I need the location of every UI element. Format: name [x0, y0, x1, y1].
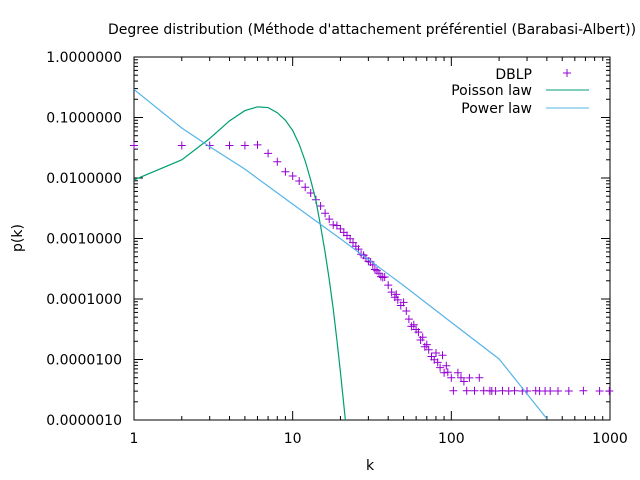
data-point-dblp	[453, 368, 462, 377]
legend-marker-dblp	[563, 69, 571, 77]
data-point-dblp	[436, 363, 445, 372]
y-tick-label: 0.0001000	[46, 292, 122, 308]
x-tick-label: 10	[284, 431, 302, 447]
data-point-dblp	[130, 141, 138, 150]
data-point-dblp	[475, 373, 484, 382]
data-point-dblp	[418, 333, 427, 342]
plot-area-border	[133, 56, 611, 421]
data-point-dblp	[384, 281, 393, 290]
data-point-dblp	[253, 140, 262, 149]
data-point-dblp	[288, 172, 297, 180]
data-point-dblp	[443, 368, 452, 377]
y-tick-label: 0.0100000	[46, 171, 122, 187]
data-point-dblp	[177, 141, 186, 150]
data-point-dblp	[546, 387, 555, 395]
data-point-dblp	[510, 386, 519, 395]
data-point-dblp	[579, 386, 588, 395]
data-point-dblp	[325, 215, 334, 224]
data-point-dblp	[306, 189, 315, 197]
x-tick-label: 1000	[592, 431, 628, 447]
y-tick-label: 1.0000000	[46, 50, 122, 66]
data-point-dblp	[432, 349, 440, 357]
data-point-dblp	[264, 149, 273, 158]
y-tick-label: 0.0000100	[46, 353, 122, 369]
data-point-dblp	[240, 141, 249, 150]
y-tick-label: 0.1000000	[46, 111, 122, 127]
data-point-dblp	[321, 209, 330, 218]
legend: DBLP Poisson law Power law	[451, 67, 589, 117]
data-point-dblp	[554, 387, 562, 395]
data-point-dblp	[402, 307, 411, 315]
data-point-dblp	[393, 295, 402, 304]
y-axis: 1.0000000 0.1000000 0.0100000 0.0010000 0.00…	[46, 50, 610, 429]
data-point-dblp	[422, 340, 431, 349]
legend-label-poisson: Poisson law	[451, 83, 532, 99]
data-point-dblp	[399, 298, 408, 307]
data-point-dblp	[332, 221, 341, 230]
data-point-dblp	[449, 386, 458, 395]
plot-series	[130, 89, 614, 420]
data-point-dblp	[375, 269, 383, 278]
data-point-dblp	[491, 387, 500, 395]
series-line-power-law	[134, 89, 548, 420]
data-point-dblp	[605, 387, 614, 395]
y-tick-label: 0.0010000	[46, 232, 122, 248]
data-point-dblp	[301, 183, 310, 192]
data-point-dblp	[465, 373, 474, 382]
data-point-dblp	[409, 320, 418, 329]
data-point-dblp	[438, 351, 447, 360]
data-point-dblp	[414, 328, 423, 337]
legend-label-power: Power law	[461, 101, 532, 117]
x-axis-label: k	[366, 458, 375, 474]
data-point-dblp	[564, 387, 573, 395]
data-point-dblp	[459, 377, 468, 386]
data-point-dblp	[424, 345, 433, 354]
data-point-dblp	[387, 288, 396, 297]
legend-plus-marker	[563, 69, 571, 77]
data-point-dblp	[329, 220, 338, 229]
x-axis: 1 10 100 1000	[130, 57, 628, 447]
data-point-dblp	[462, 386, 471, 395]
y-tick-label: 0.0000010	[46, 413, 122, 429]
data-point-dblp	[595, 387, 604, 395]
data-point-dblp	[225, 141, 234, 150]
legend-label-dblp: DBLP	[495, 67, 532, 83]
data-point-dblp	[442, 361, 451, 370]
data-point-dblp	[433, 358, 442, 367]
data-point-dblp	[470, 386, 479, 395]
data-point-dblp	[273, 157, 282, 166]
data-point-dblp	[370, 265, 379, 274]
data-point-dblp	[392, 290, 401, 299]
y-axis-label: p(k)	[10, 224, 26, 252]
data-point-dblp	[447, 373, 456, 382]
x-tick-label: 100	[438, 431, 465, 447]
data-point-dblp	[404, 315, 413, 324]
data-point-dblp	[380, 273, 389, 281]
data-point-dblp	[295, 177, 304, 185]
data-point-dblp	[281, 167, 290, 176]
data-point-dblp	[336, 224, 345, 233]
series-line-poisson-law	[134, 106, 346, 420]
chart-title: Degree distribution (Méthode d'attacheme…	[108, 22, 636, 38]
data-point-dblp	[316, 202, 325, 210]
x-tick-label: 1	[130, 431, 139, 447]
